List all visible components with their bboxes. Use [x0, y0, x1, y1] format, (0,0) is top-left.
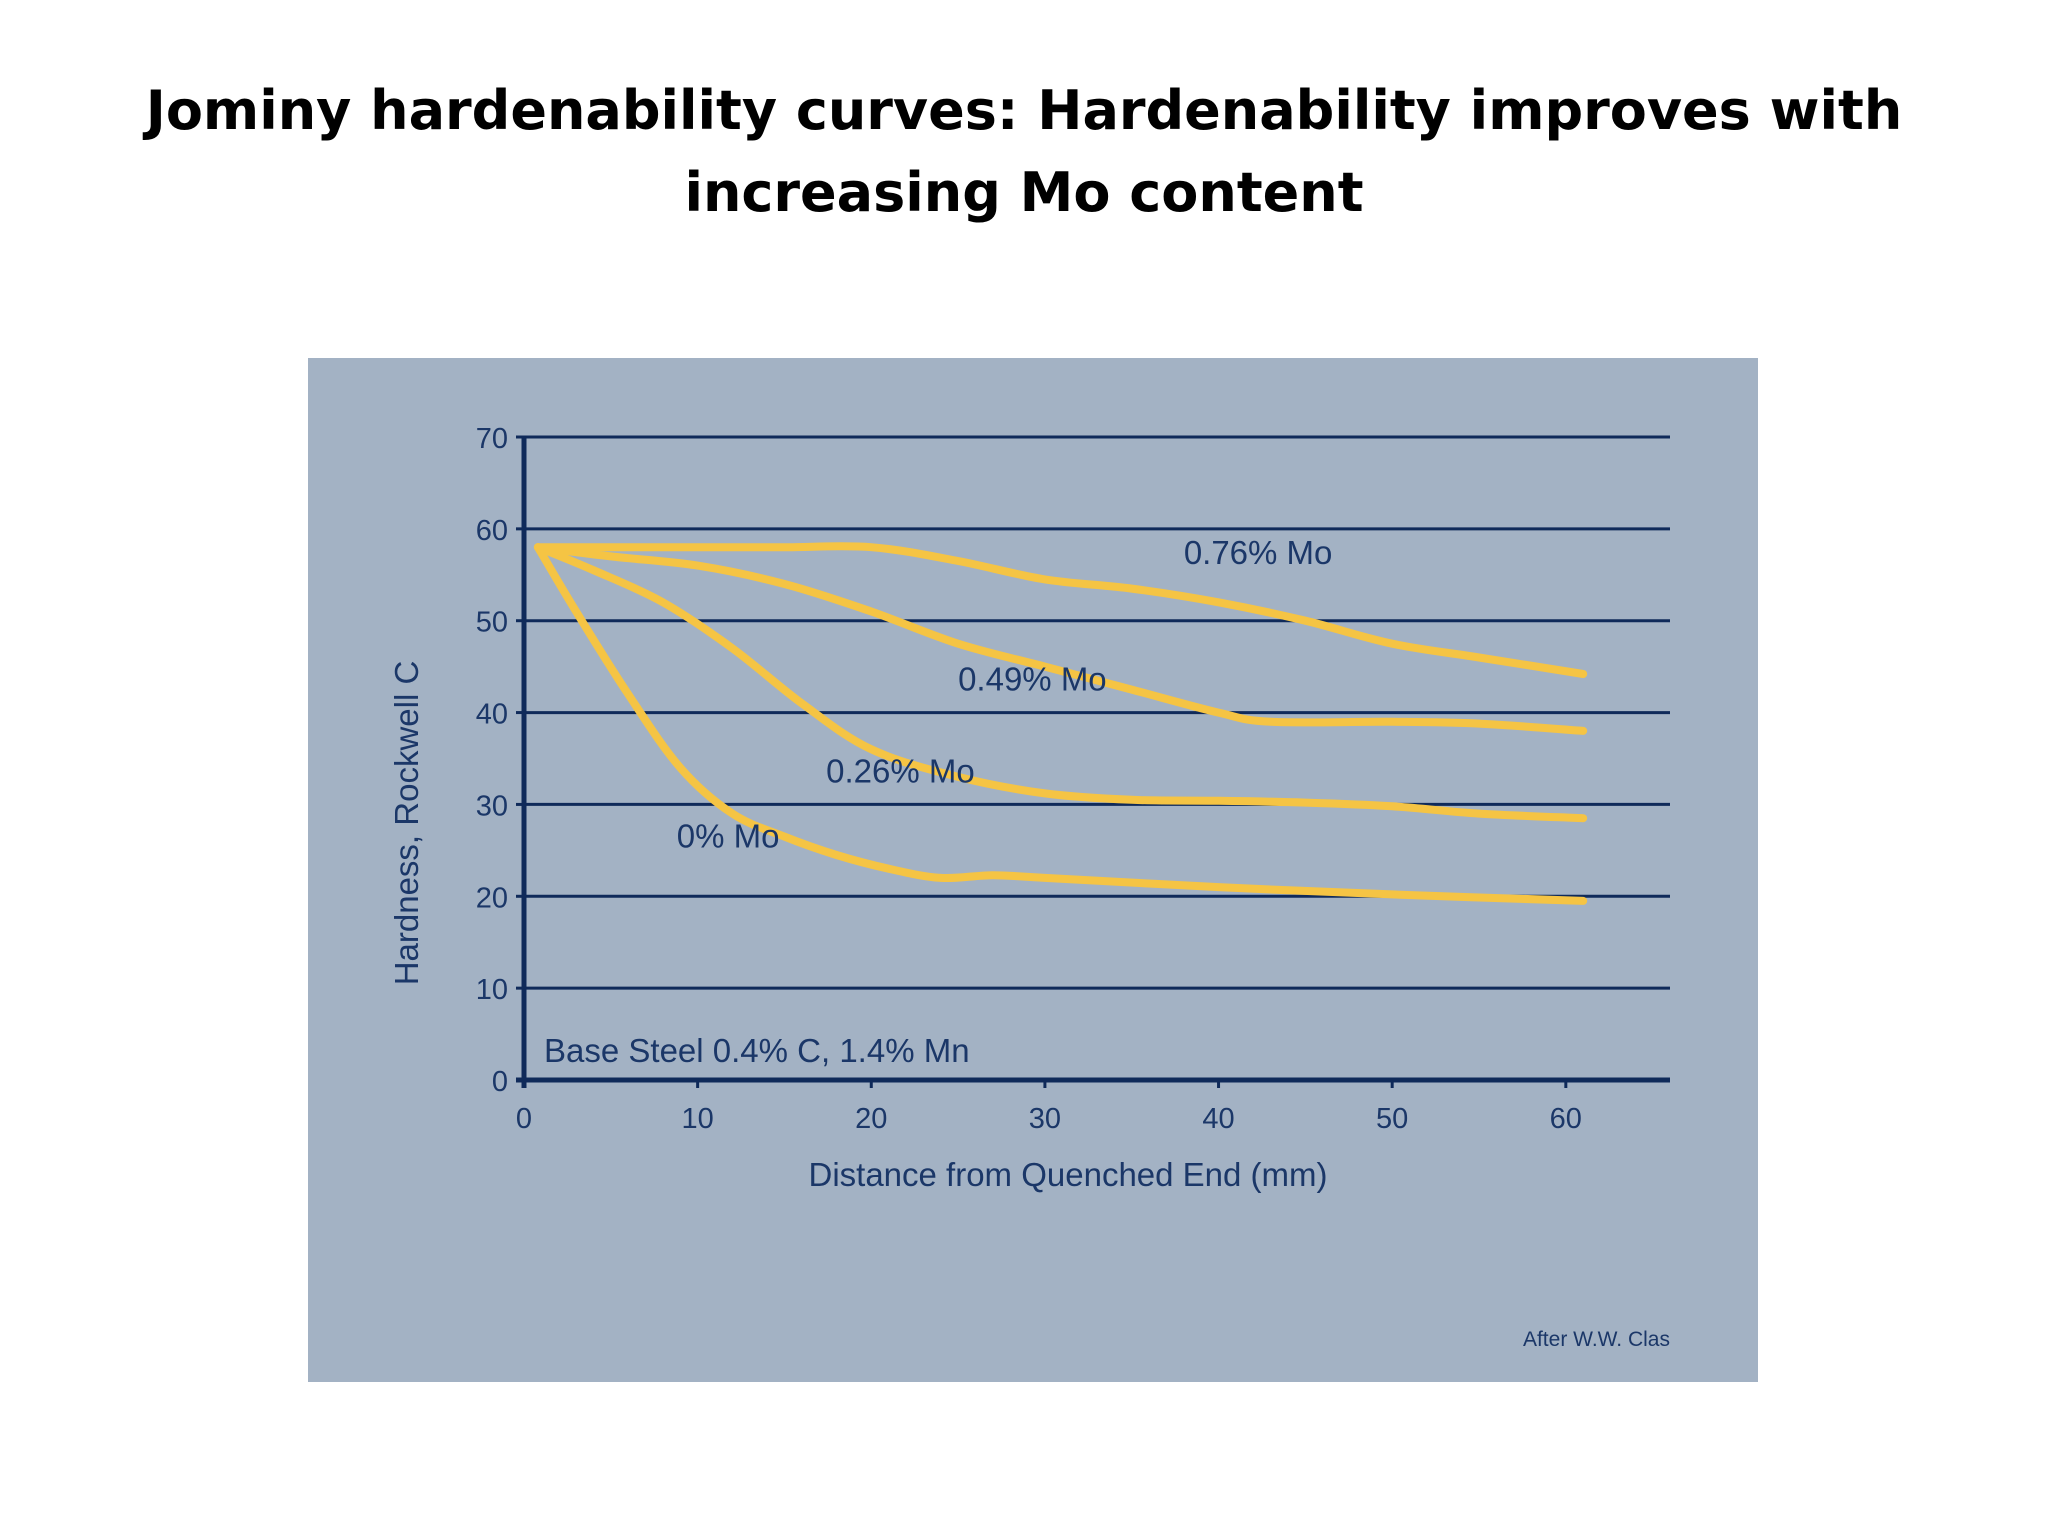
x-tick-label: 60 [1550, 1103, 1582, 1135]
axes: 0 10 20 30 40 50 60 70 0 10 20 30 40 50 60 [476, 423, 1670, 1135]
y-tick-label: 50 [476, 607, 508, 639]
slide-title: Jominy hardenability curves: Hardenabili… [0, 70, 2048, 234]
curve-0-76-mo [533, 542, 1588, 678]
curve-0-26-mo [533, 543, 1588, 823]
series-label-0-mo: 0% Mo [677, 818, 780, 855]
y-tick-label: 70 [476, 423, 508, 455]
curves [533, 542, 1588, 905]
y-axis-label: Hardness, Rockwell C [388, 661, 425, 986]
x-tick-label: 50 [1376, 1103, 1408, 1135]
chart-panel: 0 10 20 30 40 50 60 70 0 10 20 30 40 50 60 0.76% Mo 0.4… [308, 358, 1758, 1382]
series-label-0-76-mo: 0.76% Mo [1184, 534, 1333, 571]
series-label-0-49-mo: 0.49% Mo [958, 661, 1107, 698]
x-tick-label: 0 [516, 1103, 532, 1135]
jominy-chart: 0 10 20 30 40 50 60 70 0 10 20 30 40 50 60 0.76% Mo 0.4… [308, 358, 1758, 1382]
y-tick-label: 0 [492, 1066, 508, 1098]
y-tick-label: 40 [476, 699, 508, 731]
y-tick-label: 60 [476, 515, 508, 547]
y-tick-label: 10 [476, 974, 508, 1006]
slide-title-line1: Jominy hardenability curves: Hardenabili… [145, 79, 1903, 142]
x-tick-label: 10 [682, 1103, 714, 1135]
y-tick-label: 20 [476, 882, 508, 914]
curve-0-mo [533, 543, 1588, 905]
x-tick-label: 30 [1029, 1103, 1061, 1135]
credit-text: After W.W. Clas [1523, 1328, 1670, 1351]
curve-0-49-mo [533, 543, 1588, 735]
series-label-0-26-mo: 0.26% Mo [826, 752, 975, 789]
base-steel-annotation: Base Steel 0.4% C, 1.4% Mn [544, 1032, 970, 1069]
y-tick-label: 30 [476, 790, 508, 822]
slide-title-line2: increasing Mo content [684, 161, 1364, 224]
curve-labels: 0.76% Mo 0.49% Mo 0.26% Mo 0% Mo [677, 534, 1333, 855]
x-tick-label: 20 [855, 1103, 887, 1135]
x-axis-label: Distance from Quenched End (mm) [808, 1156, 1327, 1193]
x-tick-label: 40 [1202, 1103, 1234, 1135]
